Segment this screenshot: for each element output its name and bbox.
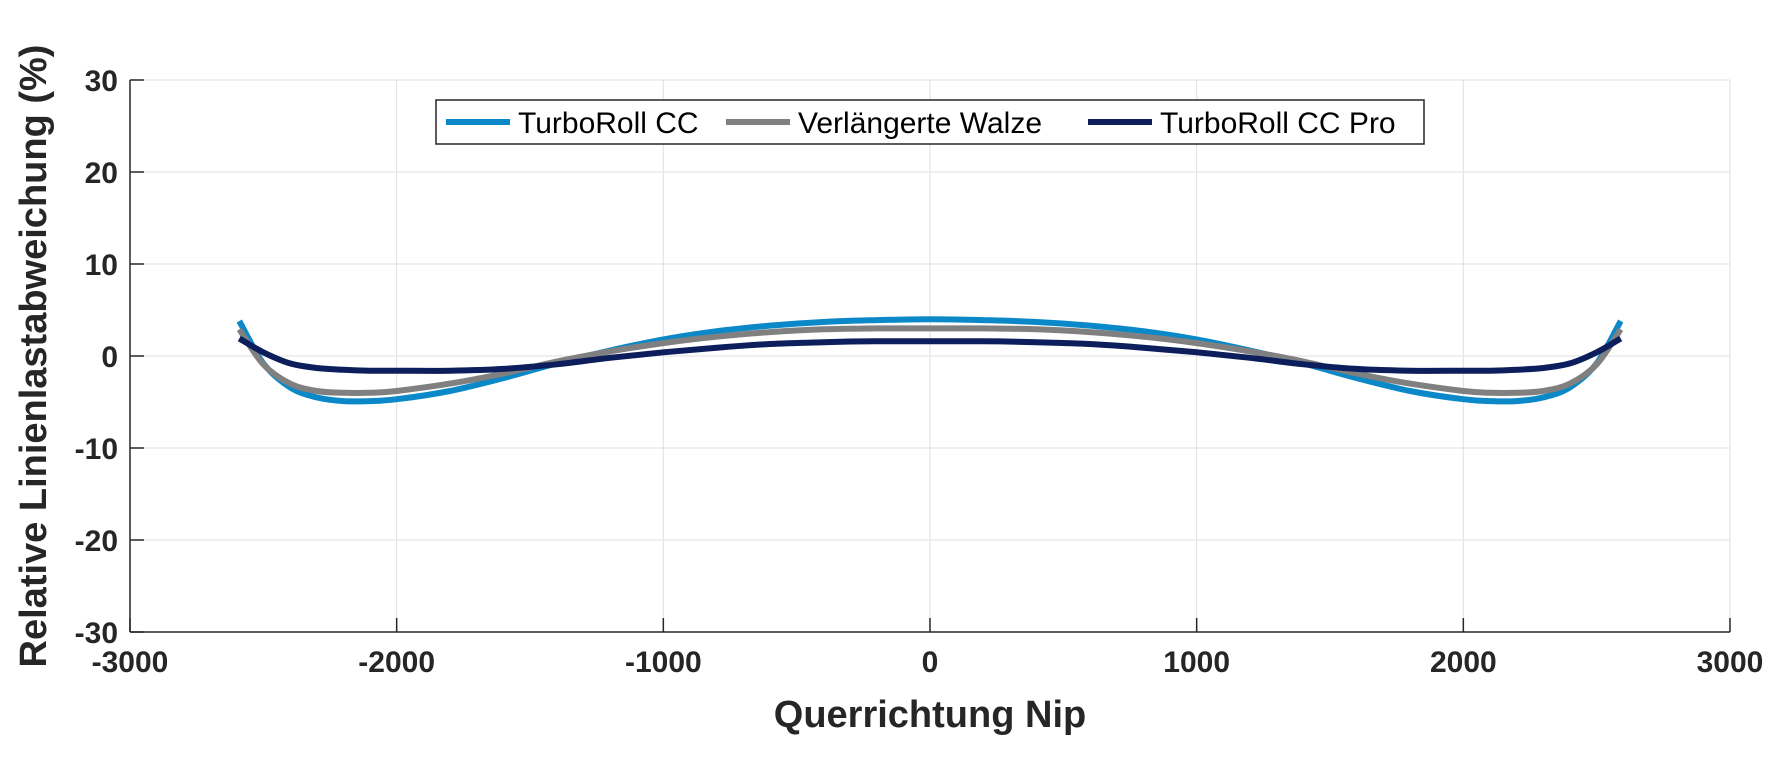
axes (129, 79, 1731, 633)
y-tick-label: 20 (85, 157, 118, 190)
legend-label-turboroll-cc: TurboRoll CC (518, 107, 699, 140)
legend-box (435, 99, 1425, 145)
y-tick-label: -20 (75, 525, 118, 558)
y-tick-label: 10 (85, 249, 118, 282)
series-lines (236, 316, 1624, 405)
series-line-turboroll-cc (236, 316, 1624, 405)
legend: TurboRoll CC Verlängerte Walze TurboRoll… (435, 99, 1425, 145)
x-tick-label: 0 (922, 646, 939, 679)
x-tick-label: 2000 (1430, 646, 1497, 679)
legend-label-verlaengerte-walze: Verlängerte Walze (798, 107, 1042, 140)
legend-label-turboroll-cc-pro: TurboRoll CC Pro (1160, 107, 1396, 140)
x-axis-label: Querrichtung Nip (774, 694, 1086, 736)
x-tick-label: -3000 (92, 646, 169, 679)
y-tick-label: -10 (75, 433, 118, 466)
y-tick-label: 30 (85, 65, 118, 98)
y-tick-label: 0 (101, 341, 118, 374)
x-tick-label: -2000 (358, 646, 435, 679)
y-axis-label: Relative Linienlastabweichung (%) (13, 45, 55, 668)
x-tick-label: 3000 (1697, 646, 1764, 679)
grid-lines (129, 79, 1731, 633)
x-tick-label: -1000 (625, 646, 702, 679)
series-line-verlaengerte-walze (236, 325, 1624, 397)
y-tick-label: -30 (75, 617, 118, 650)
series-line-turboroll-cc-pro (237, 335, 1623, 374)
x-tick-label: 1000 (1163, 646, 1230, 679)
tick-labels: -3000 -2000 -1000 0 1000 2000 3000 -30 -20 -10 0 10… (75, 65, 1764, 679)
